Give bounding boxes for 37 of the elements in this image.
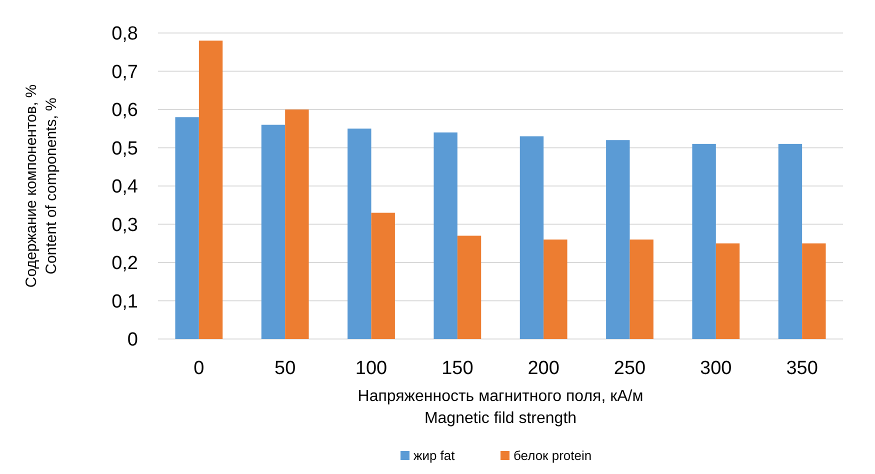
- bar: [520, 136, 544, 339]
- y-tick-label: 0,2: [112, 253, 138, 274]
- x-tick-label: 300: [700, 358, 732, 379]
- y-tick-label: 0,6: [112, 100, 138, 122]
- bar: [606, 140, 630, 339]
- bar: [544, 240, 568, 339]
- x-tick-label: 150: [442, 358, 474, 379]
- bar: [802, 243, 826, 339]
- y-axis-title: Содержание компонентов, % Content of components, %: [23, 84, 60, 288]
- y-tick-label: 0,1: [112, 291, 138, 312]
- bar: [778, 144, 802, 339]
- bar: [630, 240, 654, 339]
- y-tick-label: 0,8: [112, 24, 138, 45]
- y-tick-label: 0,4: [112, 176, 138, 198]
- bar: [692, 144, 716, 339]
- bar: [371, 212, 395, 339]
- bar: [285, 110, 309, 339]
- bar: [348, 128, 372, 339]
- x-tick-label: 50: [274, 358, 296, 379]
- bar: [175, 117, 199, 339]
- x-tick-label: 0: [194, 358, 204, 379]
- bar: [198, 40, 223, 339]
- bar: [434, 132, 458, 339]
- y-tick-label: 0,7: [112, 62, 138, 83]
- x-axis-title: Напряженность магнитного поля, кА/м Magnetic fild strength: [358, 388, 644, 427]
- y-tick-label: 0: [127, 330, 138, 351]
- x-tick-label: 200: [528, 358, 560, 379]
- bar: [261, 124, 286, 339]
- legend-label: жир fat: [414, 448, 456, 463]
- x-tick-label: 250: [614, 358, 646, 379]
- y-tick-label: 0,5: [112, 138, 138, 160]
- legend-label: белок protein: [514, 448, 592, 463]
- x-tick-label: 100: [355, 358, 388, 379]
- bar: [716, 243, 740, 339]
- y-tick-label: 0,3: [112, 214, 138, 236]
- x-tick-label: 350: [786, 358, 818, 379]
- bar: [457, 236, 482, 339]
